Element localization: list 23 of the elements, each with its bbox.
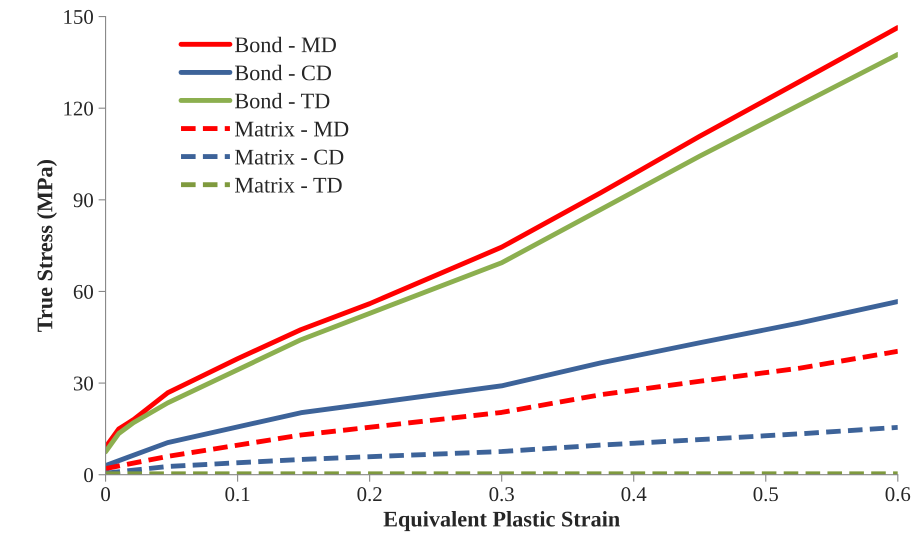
x-tick-label: 0.3 bbox=[489, 487, 514, 502]
y-tick-label: 120 bbox=[64, 102, 93, 116]
x-tick-label: 0.1 bbox=[225, 487, 250, 502]
y-tick-label: 90 bbox=[74, 193, 93, 208]
legend-label: Bond - MD bbox=[235, 36, 336, 52]
x-tick-label: 0.6 bbox=[886, 487, 910, 502]
legend-label: Bond - CD bbox=[235, 64, 332, 80]
x-tick-label: 0.5 bbox=[754, 487, 778, 502]
line-series bbox=[106, 299, 898, 468]
legend-label: Bond - TD bbox=[235, 92, 330, 108]
legend-label: Matrix - MD bbox=[235, 122, 348, 137]
x-tick-label: 0 bbox=[101, 487, 110, 502]
y-axis-title: True Stress (MPa) bbox=[36, 160, 57, 332]
legend-label: Matrix - CD bbox=[235, 150, 344, 165]
y-tick-label: 150 bbox=[64, 10, 93, 24]
line-series bbox=[106, 348, 898, 472]
x-tick-label: 0.2 bbox=[357, 487, 382, 502]
legend-label: Matrix - TD bbox=[235, 178, 342, 193]
y-tick-label: 30 bbox=[74, 376, 93, 391]
x-axis-title: Equivalent Plastic Strain bbox=[384, 510, 620, 532]
y-tick-label: 0 bbox=[84, 468, 93, 482]
y-tick-label: 60 bbox=[74, 284, 93, 299]
x-tick-label: 0.4 bbox=[622, 487, 646, 502]
